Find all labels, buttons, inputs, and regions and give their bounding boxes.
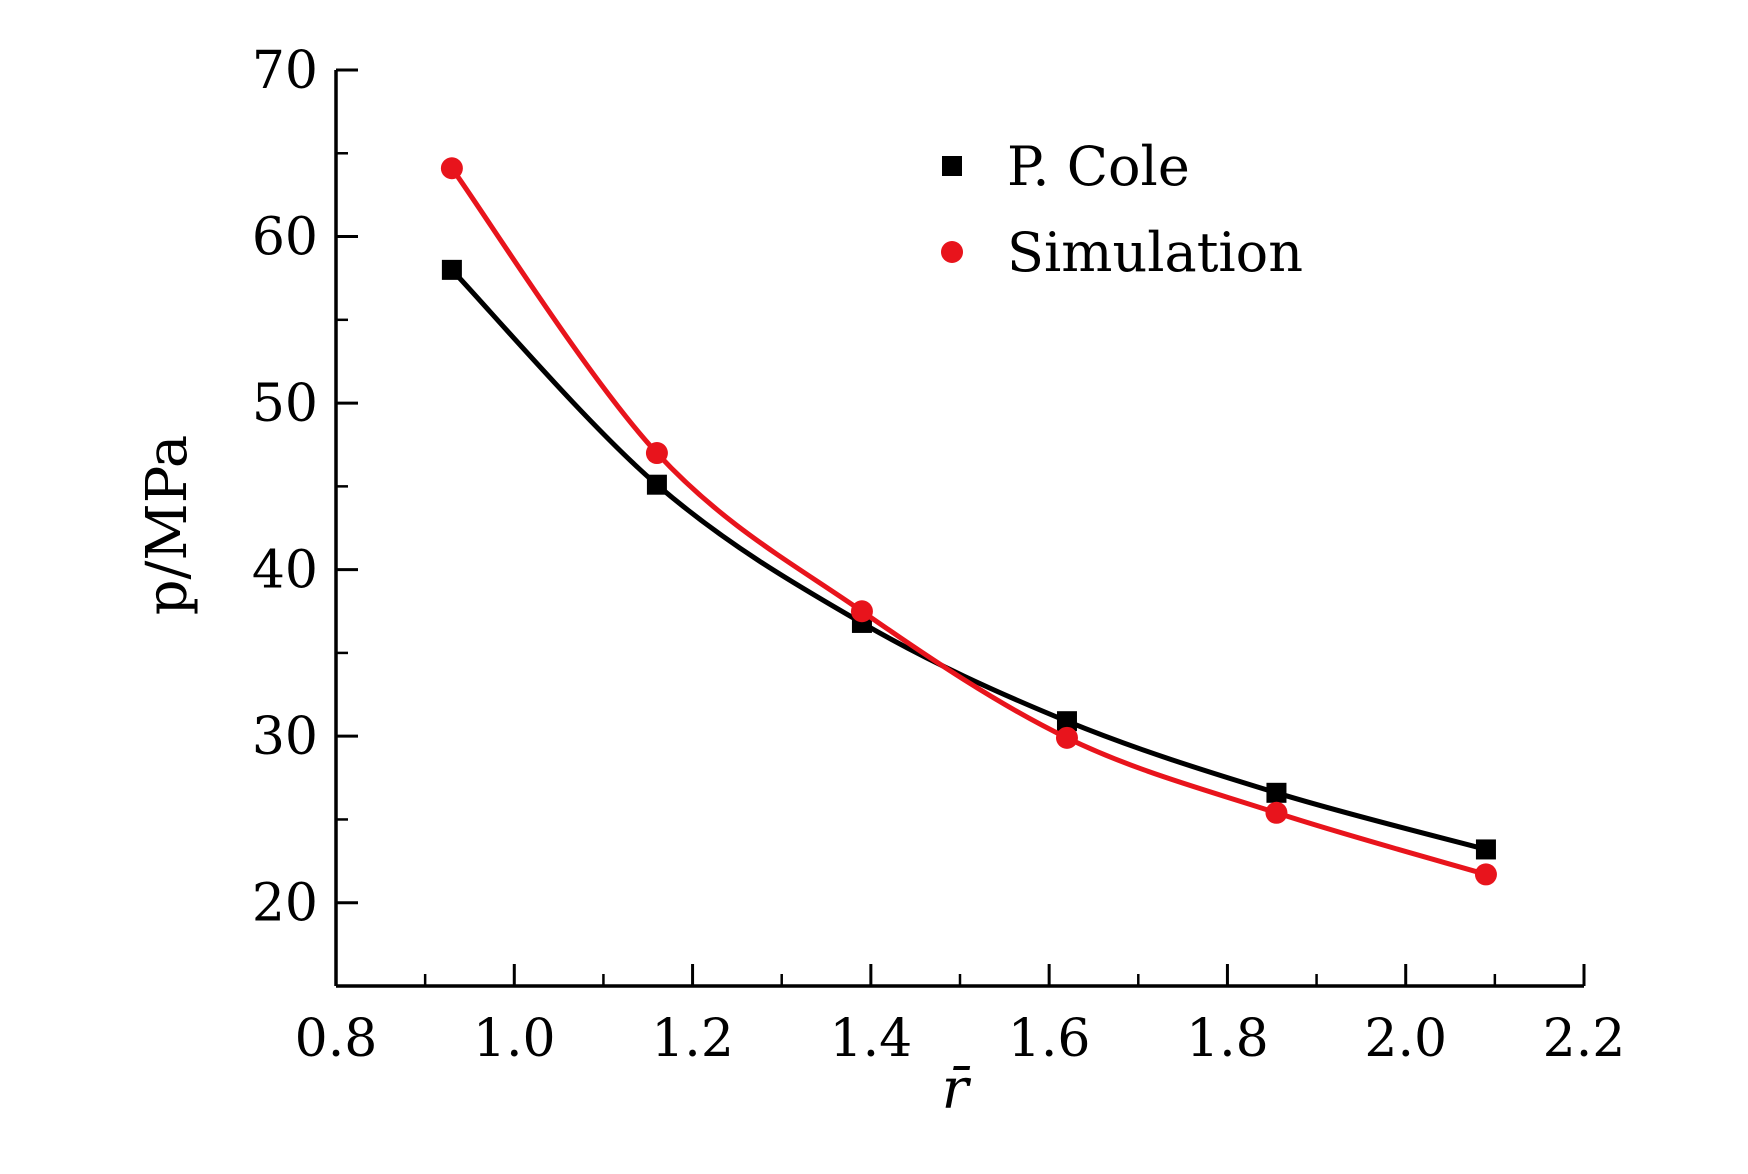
data-point-simulation — [1055, 726, 1078, 749]
y-tick-label: 60 — [252, 208, 318, 268]
x-axis-title: r̄ — [942, 1057, 972, 1122]
legend-marker-simulation — [941, 241, 963, 263]
data-point-p-cole — [1266, 782, 1287, 803]
data-point-p-cole — [1056, 711, 1077, 732]
series-p-cole — [441, 259, 1496, 860]
x-tick-label: 1.2 — [651, 1009, 734, 1069]
data-point-p-cole — [441, 259, 462, 280]
data-point-simulation — [645, 442, 668, 465]
y-tick-label: 50 — [252, 374, 318, 434]
y-tick-label: 40 — [252, 541, 318, 601]
x-tick-label: 1.0 — [473, 1009, 556, 1069]
x-tick-label: 1.6 — [1008, 1009, 1091, 1069]
x-tick-label: 2.2 — [1543, 1009, 1626, 1069]
legend-label-p-cole: P. Cole — [1007, 135, 1190, 198]
y-tick-label: 20 — [252, 874, 318, 934]
data-point-simulation — [440, 157, 463, 180]
y-tick-label: 70 — [252, 41, 318, 101]
x-tick-label: 0.8 — [295, 1009, 378, 1069]
data-point-p-cole — [1475, 839, 1496, 860]
axes: 0.8 1.0 1.2 1.4 1.6 1.8 2.0 2.2 20 30 40 50 60 70 — [252, 41, 1626, 1069]
legend-marker-p-cole — [942, 156, 962, 176]
y-tick-label: 30 — [252, 707, 318, 767]
x-tick-label: 1.4 — [830, 1009, 913, 1069]
series-simulation — [440, 157, 1497, 886]
series-layer — [440, 157, 1497, 886]
data-point-p-cole — [646, 474, 667, 495]
x-tick-label: 2.0 — [1364, 1009, 1447, 1069]
data-point-simulation — [1265, 801, 1288, 824]
x-tick-label: 1.8 — [1186, 1009, 1269, 1069]
y-axis-title: p/MPa — [135, 435, 200, 616]
legend-label-simulation: Simulation — [1007, 221, 1303, 284]
legend: P. Cole Simulation — [941, 135, 1303, 284]
data-point-simulation — [1474, 863, 1497, 886]
data-point-simulation — [850, 600, 873, 623]
series-line-p-cole — [450, 268, 1487, 852]
series-line-simulation — [449, 166, 1487, 877]
